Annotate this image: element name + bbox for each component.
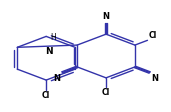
Text: Cl: Cl — [41, 91, 49, 100]
Text: N: N — [103, 12, 109, 21]
Text: N: N — [45, 47, 53, 56]
Text: H: H — [50, 33, 56, 42]
Text: N: N — [54, 74, 61, 83]
Text: Cl: Cl — [102, 88, 110, 97]
Text: Cl: Cl — [148, 31, 157, 40]
Text: N: N — [151, 74, 158, 83]
